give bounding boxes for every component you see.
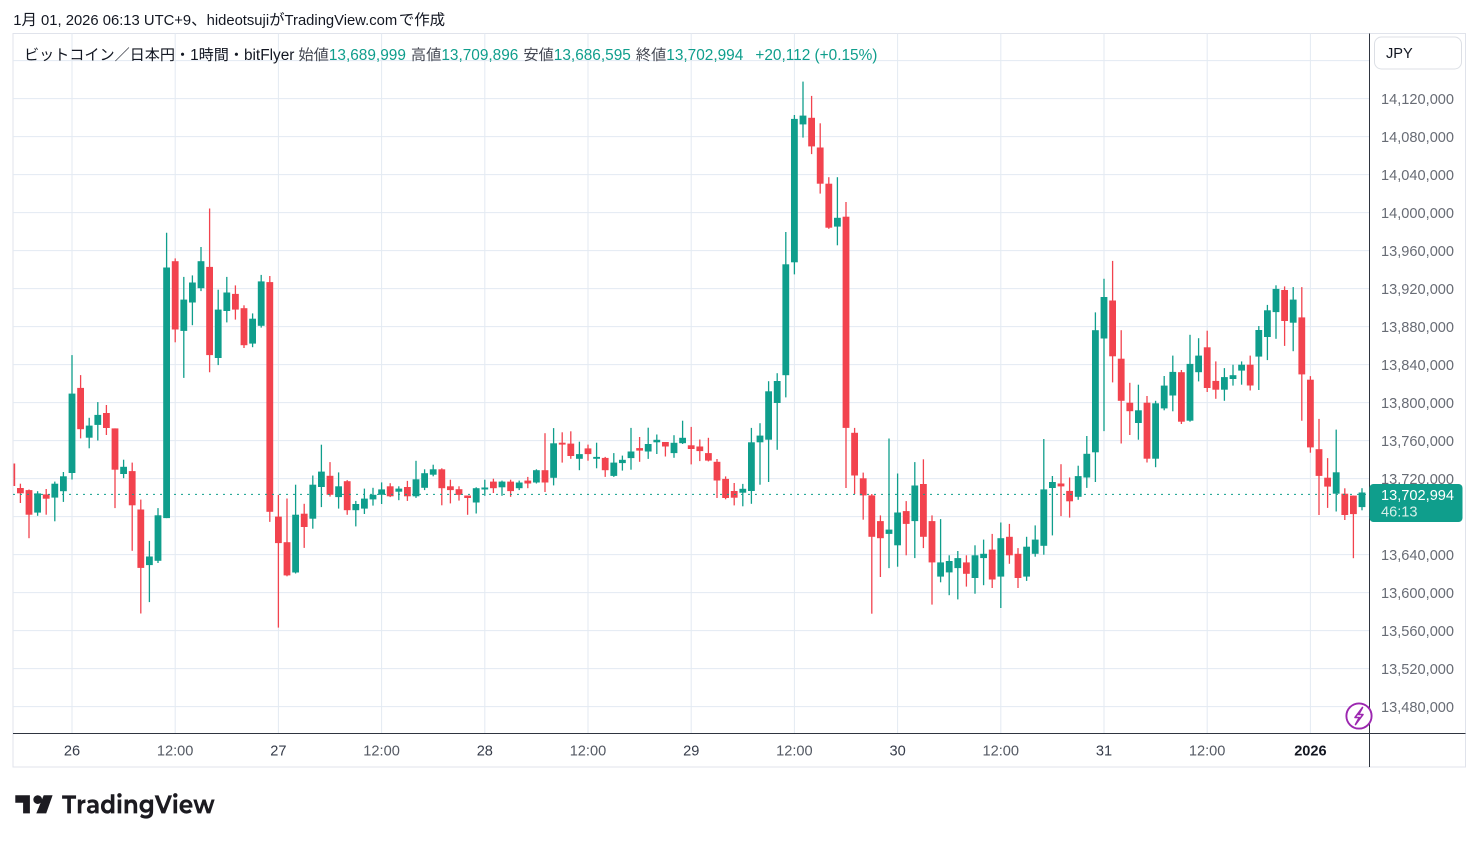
svg-text:14,080,000: 14,080,000 <box>1381 130 1454 146</box>
svg-text:29: 29 <box>683 743 699 759</box>
svg-text:13,702,994: 13,702,994 <box>666 47 743 64</box>
svg-text:1: 1 <box>190 47 199 64</box>
svg-text:13,640,000: 13,640,000 <box>1381 548 1454 564</box>
svg-text:13,880,000: 13,880,000 <box>1381 320 1454 336</box>
svg-text:13,800,000: 13,800,000 <box>1381 396 1454 412</box>
svg-text:+20,112 (+0.15%): +20,112 (+0.15%) <box>755 47 877 64</box>
svg-text:30: 30 <box>890 743 906 759</box>
svg-text:31: 31 <box>1096 743 1112 759</box>
svg-text:13,686,595: 13,686,595 <box>554 47 631 64</box>
svg-text:12:00: 12:00 <box>363 743 400 759</box>
svg-text:12:00: 12:00 <box>983 743 1020 759</box>
svg-text:14,040,000: 14,040,000 <box>1381 168 1454 184</box>
svg-text:bitFlyer: bitFlyer <box>244 47 294 64</box>
svg-text:13,520,000: 13,520,000 <box>1381 662 1454 678</box>
svg-text:26: 26 <box>64 743 80 759</box>
svg-text:13,760,000: 13,760,000 <box>1381 434 1454 450</box>
svg-text:46:13: 46:13 <box>1381 505 1418 521</box>
svg-text:13,840,000: 13,840,000 <box>1381 358 1454 374</box>
svg-text:13,480,000: 13,480,000 <box>1381 700 1454 716</box>
svg-text:28: 28 <box>477 743 493 759</box>
svg-text:14,000,000: 14,000,000 <box>1381 206 1454 222</box>
svg-text:14,120,000: 14,120,000 <box>1381 92 1454 108</box>
svg-text:13,702,994: 13,702,994 <box>1381 488 1454 504</box>
svg-text:hideotsuji: hideotsuji <box>207 13 270 29</box>
svg-text:12:00: 12:00 <box>157 743 194 759</box>
svg-text:13,560,000: 13,560,000 <box>1381 624 1454 640</box>
svg-text:13,720,000: 13,720,000 <box>1381 472 1454 488</box>
svg-text:1: 1 <box>13 13 21 29</box>
svg-text:2026: 2026 <box>1294 743 1326 759</box>
svg-text:12:00: 12:00 <box>570 743 607 759</box>
svg-text:12:00: 12:00 <box>776 743 813 759</box>
svg-text:13,920,000: 13,920,000 <box>1381 282 1454 298</box>
svg-text:JPY: JPY <box>1386 46 1413 62</box>
svg-text:13,689,999: 13,689,999 <box>329 47 406 64</box>
svg-text:13,600,000: 13,600,000 <box>1381 586 1454 602</box>
svg-text:13,709,896: 13,709,896 <box>441 47 518 64</box>
svg-text:13,960,000: 13,960,000 <box>1381 244 1454 260</box>
svg-text:01, 2026 06:13 UTC+9: 01, 2026 06:13 UTC+9 <box>37 13 191 29</box>
svg-text:12:00: 12:00 <box>1189 743 1226 759</box>
svg-text:27: 27 <box>270 743 286 759</box>
svg-text:TradingView.com: TradingView.com <box>285 13 398 29</box>
